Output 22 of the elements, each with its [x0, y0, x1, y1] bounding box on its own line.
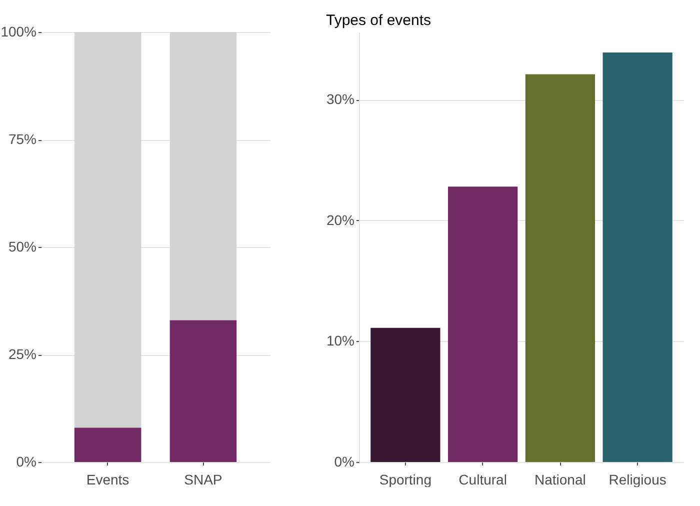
x-tick-label: Events	[86, 472, 130, 488]
y-tick-label: 75%	[8, 131, 36, 147]
bar	[170, 320, 237, 462]
y-tick-label: 20%	[326, 212, 354, 228]
bar	[525, 74, 596, 462]
bar	[170, 32, 237, 320]
bar	[74, 32, 142, 428]
y-tick-label: 25%	[8, 346, 36, 362]
y-tick-label: 100%	[0, 24, 36, 40]
y-tick-label: 10%	[326, 332, 354, 349]
y-tick-label: 30%	[326, 91, 354, 108]
y-tick-label: 0%	[334, 454, 354, 470]
bar	[602, 52, 672, 462]
bar	[448, 186, 518, 462]
chart-title: Types of events	[326, 12, 432, 29]
y-tick-label: 50%	[8, 238, 36, 254]
bar	[74, 428, 142, 462]
bar	[370, 328, 440, 462]
y-tick-label: 0%	[16, 454, 36, 470]
x-tick-label: SNAP	[184, 472, 222, 488]
x-tick-label: Cultural	[458, 472, 507, 488]
x-tick-label: National	[534, 472, 586, 488]
